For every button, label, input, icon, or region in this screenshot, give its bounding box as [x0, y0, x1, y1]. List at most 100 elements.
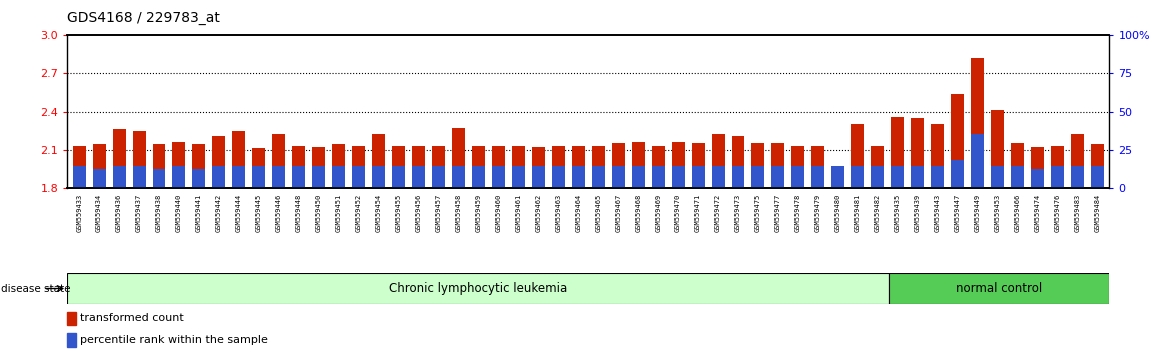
Bar	[831, 172, 844, 188]
Bar	[93, 169, 105, 188]
Bar	[752, 143, 764, 188]
Bar	[911, 118, 924, 188]
Bar	[732, 166, 745, 188]
Bar	[352, 146, 365, 188]
Text: GSM559460: GSM559460	[496, 194, 501, 232]
Text: GSM559483: GSM559483	[1075, 194, 1080, 232]
Bar	[1091, 144, 1104, 188]
Bar	[132, 166, 146, 188]
Text: GSM559433: GSM559433	[76, 194, 82, 232]
Bar	[732, 136, 745, 188]
Bar	[512, 146, 525, 188]
Bar	[153, 144, 166, 188]
Bar	[951, 94, 965, 188]
Bar	[812, 146, 824, 188]
Bar	[192, 169, 205, 188]
Bar	[892, 116, 904, 188]
Bar	[791, 146, 805, 188]
Text: GSM559467: GSM559467	[615, 194, 621, 232]
Bar	[1051, 146, 1064, 188]
Bar	[153, 169, 166, 188]
Bar	[512, 166, 525, 188]
Bar	[892, 166, 904, 188]
Bar	[492, 146, 505, 188]
Bar	[73, 146, 86, 188]
Bar	[292, 146, 306, 188]
Text: GSM559438: GSM559438	[156, 194, 162, 232]
Bar	[951, 160, 965, 188]
Bar	[352, 166, 365, 188]
Bar	[492, 166, 505, 188]
Text: GSM559445: GSM559445	[256, 194, 262, 232]
Bar	[233, 131, 245, 188]
Bar	[691, 166, 704, 188]
Bar	[332, 144, 345, 188]
Bar	[672, 166, 684, 188]
Text: GSM559470: GSM559470	[675, 194, 681, 232]
Bar	[313, 147, 325, 188]
Bar	[332, 166, 345, 188]
Bar	[532, 166, 544, 188]
Bar	[771, 143, 784, 188]
Text: GSM559472: GSM559472	[714, 194, 721, 232]
Text: GSM559474: GSM559474	[1034, 194, 1041, 232]
Text: normal control: normal control	[957, 282, 1042, 295]
Text: GSM559455: GSM559455	[396, 194, 402, 232]
Bar	[652, 146, 665, 188]
Text: GSM559435: GSM559435	[895, 194, 901, 232]
Text: GDS4168 / 229783_at: GDS4168 / 229783_at	[67, 11, 220, 25]
Text: GSM559464: GSM559464	[576, 194, 581, 232]
Bar	[851, 124, 864, 188]
Bar	[1091, 166, 1104, 188]
Bar	[67, 273, 889, 304]
Bar	[112, 129, 125, 188]
Bar	[972, 58, 984, 188]
Bar	[173, 166, 185, 188]
Bar	[552, 166, 565, 188]
Text: transformed count: transformed count	[80, 313, 184, 323]
Text: GSM559479: GSM559479	[815, 194, 821, 232]
Bar	[752, 166, 764, 188]
Text: GSM559443: GSM559443	[935, 194, 940, 232]
Bar	[1011, 143, 1024, 188]
Bar	[432, 146, 445, 188]
Bar	[112, 166, 125, 188]
Text: GSM559462: GSM559462	[535, 194, 541, 232]
Text: GSM559442: GSM559442	[215, 194, 222, 232]
Text: GSM559484: GSM559484	[1094, 194, 1100, 232]
Text: GSM559447: GSM559447	[954, 194, 961, 232]
Bar	[572, 166, 585, 188]
Text: GSM559480: GSM559480	[835, 194, 841, 232]
Bar	[572, 146, 585, 188]
Bar	[632, 166, 645, 188]
Bar	[432, 166, 445, 188]
Bar	[991, 166, 1004, 188]
Bar	[272, 166, 285, 188]
Text: GSM559452: GSM559452	[356, 194, 361, 232]
Bar	[711, 166, 725, 188]
Bar	[412, 146, 425, 188]
Bar	[452, 128, 466, 188]
Text: GSM559458: GSM559458	[455, 194, 462, 232]
Text: GSM559449: GSM559449	[975, 194, 981, 232]
Bar	[791, 166, 805, 188]
Bar	[871, 146, 885, 188]
Bar	[532, 147, 544, 188]
Bar	[711, 134, 725, 188]
Bar	[233, 166, 245, 188]
Bar	[771, 166, 784, 188]
Text: GSM559465: GSM559465	[595, 194, 601, 232]
Text: GSM559444: GSM559444	[236, 194, 242, 232]
Text: GSM559457: GSM559457	[435, 194, 441, 232]
Bar	[212, 136, 226, 188]
Bar	[472, 146, 485, 188]
Text: percentile rank within the sample: percentile rank within the sample	[80, 335, 267, 345]
Text: GSM559478: GSM559478	[794, 194, 801, 232]
Bar	[1051, 166, 1064, 188]
Bar	[252, 166, 265, 188]
Bar	[1031, 147, 1045, 188]
Bar	[672, 142, 684, 188]
Bar	[552, 146, 565, 188]
Text: GSM559476: GSM559476	[1055, 194, 1061, 232]
Bar	[93, 144, 105, 188]
